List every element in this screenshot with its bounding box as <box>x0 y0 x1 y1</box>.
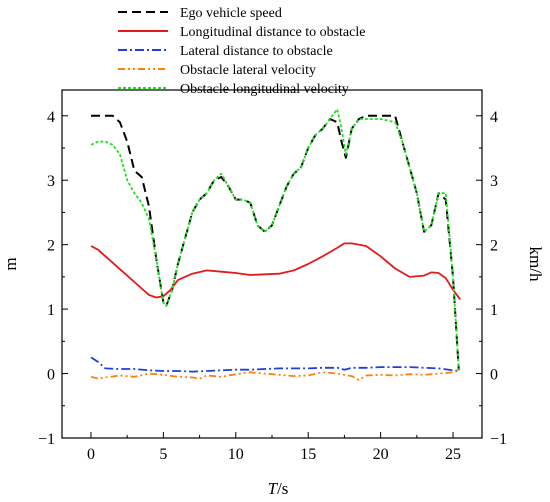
legend-item: Obstacle lateral velocity <box>118 63 316 78</box>
legend-item: Lateral distance to obstacle <box>118 44 333 59</box>
series-line-3 <box>90 356 461 373</box>
legend-item: Longitudinal distance to obstacle <box>118 25 365 40</box>
y-tick-label-left: 2 <box>47 238 55 255</box>
plot-frame <box>61 89 483 439</box>
axes: 0 5 10 15 20 25 −1 −1 0 0 1 1 2 2 3 3 4 4 <box>38 109 507 463</box>
plot-series <box>90 108 462 381</box>
legend-label: Lateral distance to obstacle <box>180 44 333 59</box>
legend-label: Longitudinal distance to obstacle <box>180 25 365 40</box>
y-tick-label-left: 4 <box>47 109 55 126</box>
series-line-1 <box>91 114 460 371</box>
x-tick-label: 0 <box>87 446 95 463</box>
y-tick-label-right: 3 <box>490 173 498 190</box>
x-tick-label: 10 <box>228 446 244 463</box>
series-line-2 <box>90 242 462 300</box>
legend-label: Ego vehicle speed <box>180 6 282 21</box>
x-axis-label-unit: /s <box>277 479 288 498</box>
y-tick-label-left: −1 <box>38 431 55 448</box>
y-tick-label-right: 1 <box>490 302 498 319</box>
legend: Ego vehicle speed Longitudinal distance t… <box>118 6 365 97</box>
legend-item: Ego vehicle speed <box>118 6 282 21</box>
series-line-4 <box>90 369 461 381</box>
y-tick-label-left: 3 <box>47 173 55 190</box>
y-tick-label-left: 1 <box>47 302 55 319</box>
x-axis-label-variable: T <box>268 479 279 498</box>
x-axis-label: T/s <box>268 479 289 498</box>
x-tick-label: 15 <box>300 446 316 463</box>
y-axis-label-right: km/h <box>526 247 545 282</box>
x-tick-label: 25 <box>445 446 461 463</box>
y-axis-label-left: m <box>1 257 20 270</box>
x-tick-label: 5 <box>159 446 167 463</box>
x-tick-label: 20 <box>373 446 389 463</box>
y-tick-label-right: 2 <box>490 238 498 255</box>
y-tick-label-right: 4 <box>490 109 498 126</box>
y-tick-label-left: 0 <box>47 367 55 384</box>
y-tick-label-right: −1 <box>490 431 507 448</box>
y-tick-label-right: 0 <box>490 367 498 384</box>
series-line-5 <box>90 108 460 371</box>
legend-label: Obstacle lateral velocity <box>180 63 316 78</box>
